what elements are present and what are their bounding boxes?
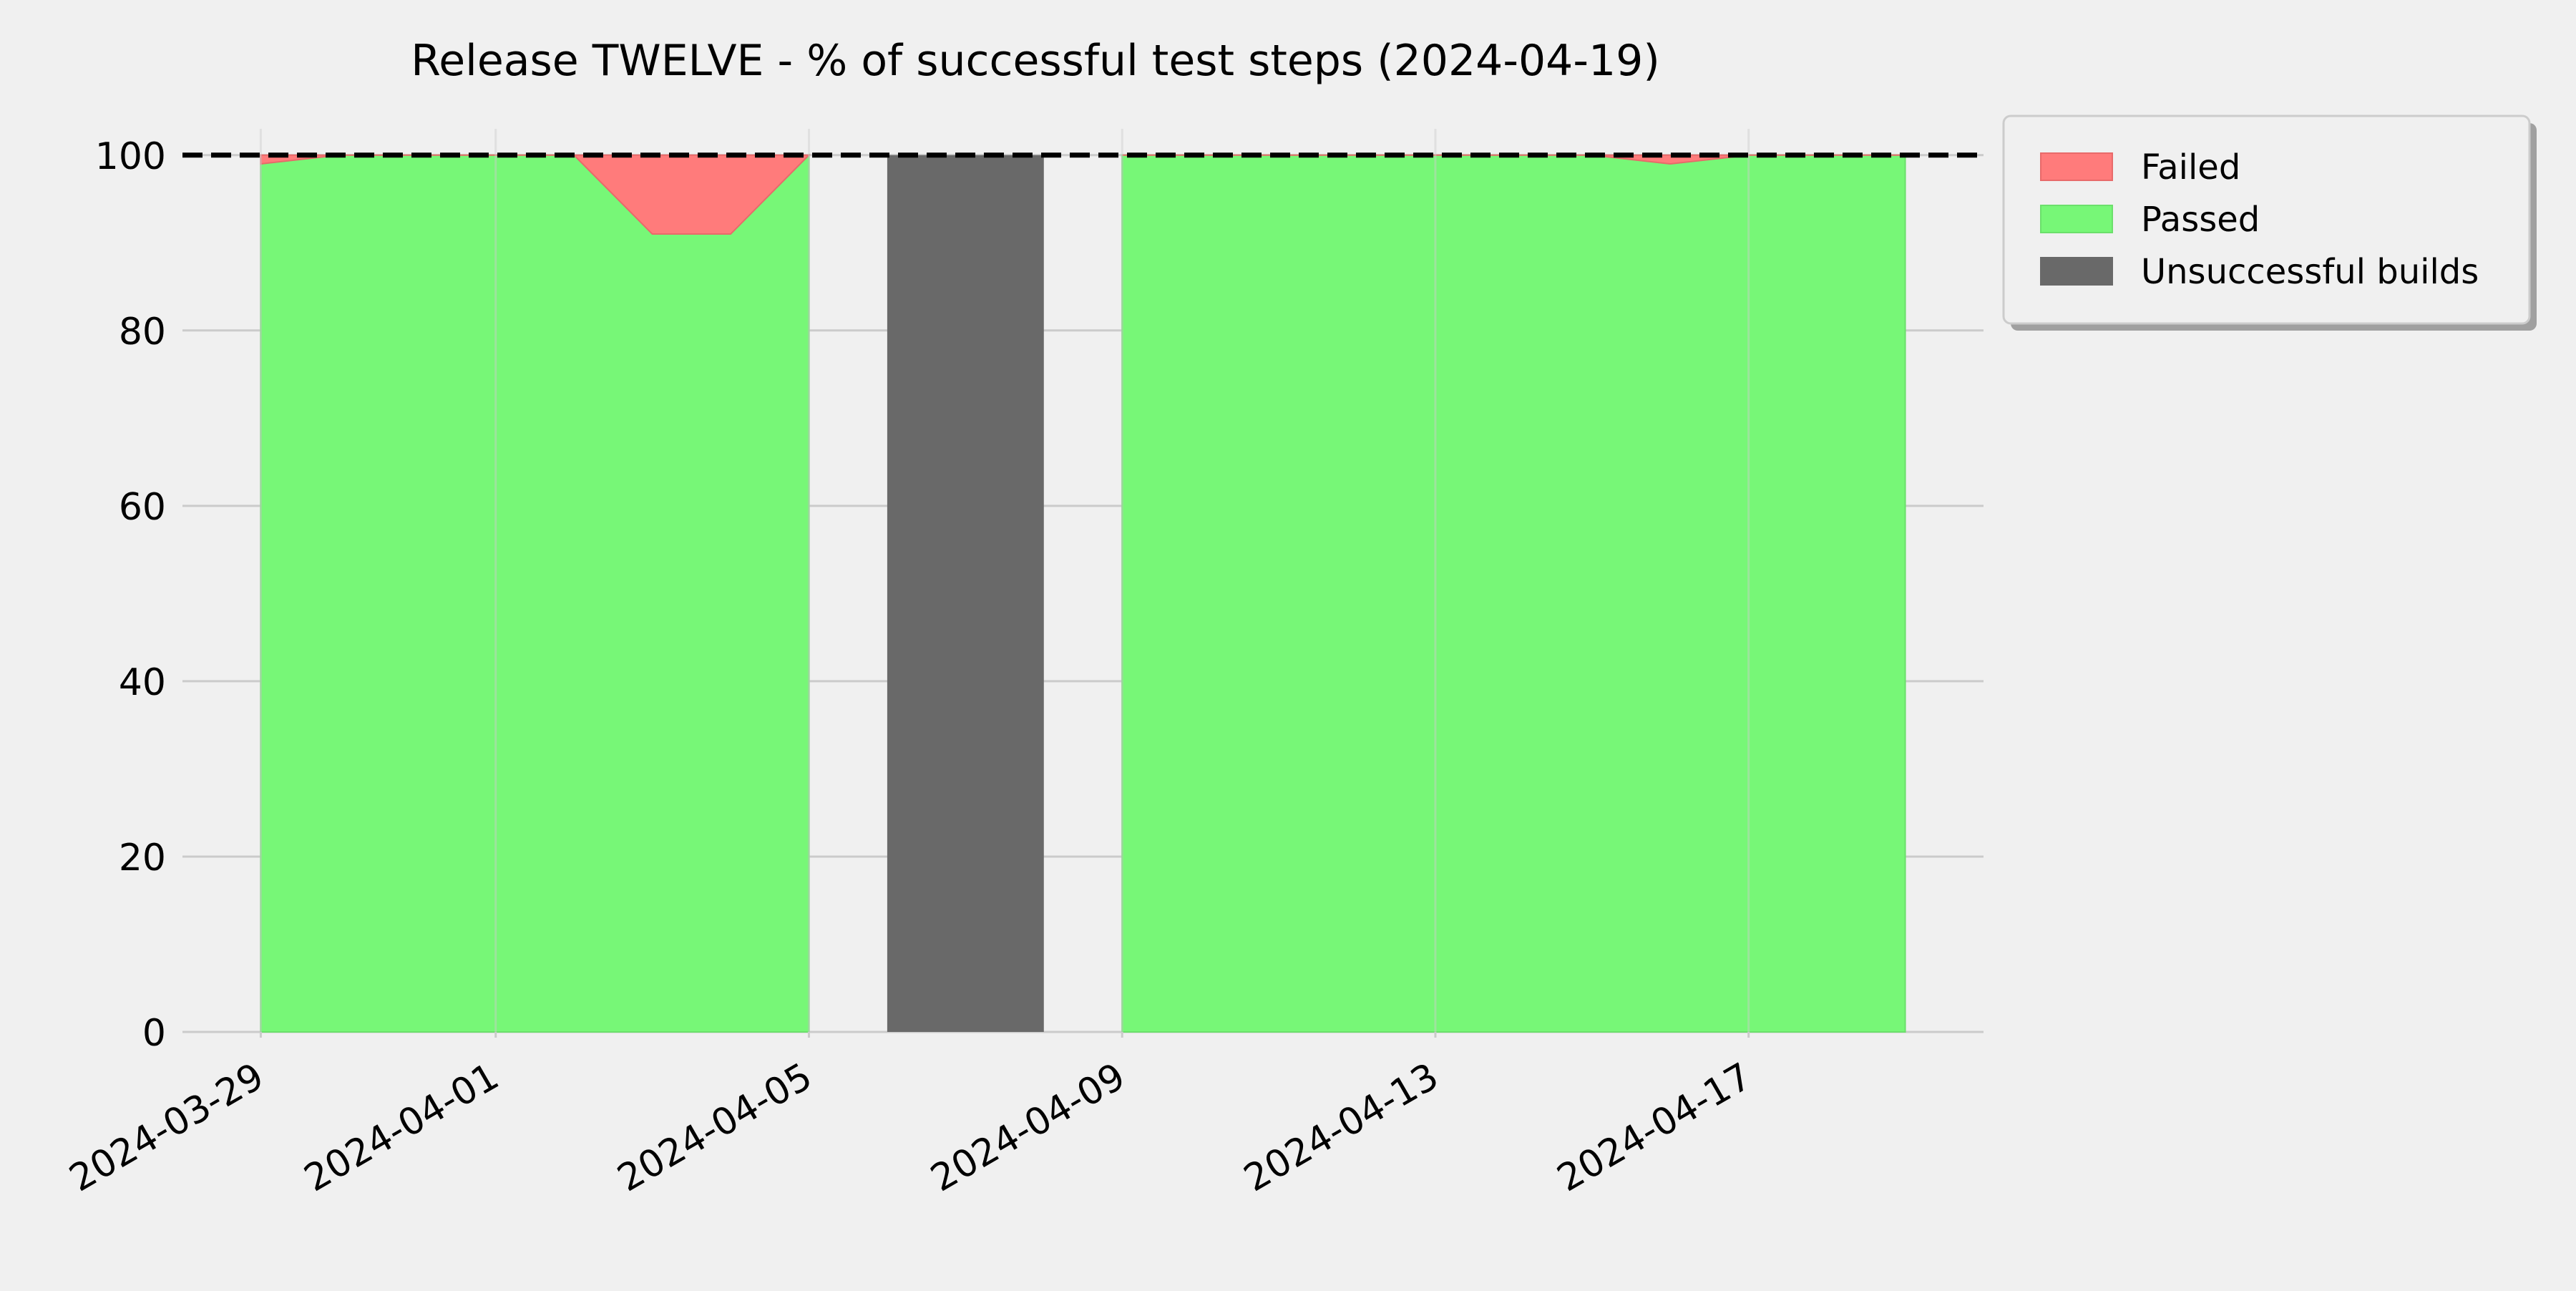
x-tick-label: 2024-04-13 <box>1237 1055 1446 1200</box>
y-tick-label: 40 <box>119 661 166 704</box>
y-tick-label: 0 <box>142 1012 166 1055</box>
legend-box <box>2002 115 2531 325</box>
y-tick-label: 20 <box>119 837 166 880</box>
legend-label: Failed <box>2141 147 2240 187</box>
unsuccessful-builds-bar <box>887 155 1044 1032</box>
y-tick-label: 100 <box>95 135 166 178</box>
x-tick-label: 2024-04-09 <box>924 1055 1133 1200</box>
legend: Failed Passed Unsuccessful builds <box>2002 115 2537 331</box>
legend-swatch <box>2040 205 2113 233</box>
plot-area: 0 20 40 60 80 100 2024-03-29 2024-04-01 2024-04-… <box>62 129 1984 1200</box>
y-tick-label: 60 <box>119 486 166 529</box>
y-tick-label: 80 <box>119 311 166 354</box>
legend-label: Passed <box>2141 200 2260 240</box>
x-tick-label: 2024-04-05 <box>610 1055 819 1200</box>
x-tick-label: 2024-04-01 <box>298 1055 507 1200</box>
passed-area <box>1121 154 1906 1033</box>
legend-swatch <box>2040 152 2113 181</box>
legend-label: Unsuccessful builds <box>2141 252 2479 292</box>
legend-swatch <box>2040 257 2113 286</box>
passed-area <box>260 153 810 1033</box>
x-tick-label: 2024-03-29 <box>62 1055 271 1200</box>
x-tick-label: 2024-04-17 <box>1550 1055 1759 1200</box>
chart-title: Release TWELVE - % of successful test st… <box>411 36 1659 86</box>
